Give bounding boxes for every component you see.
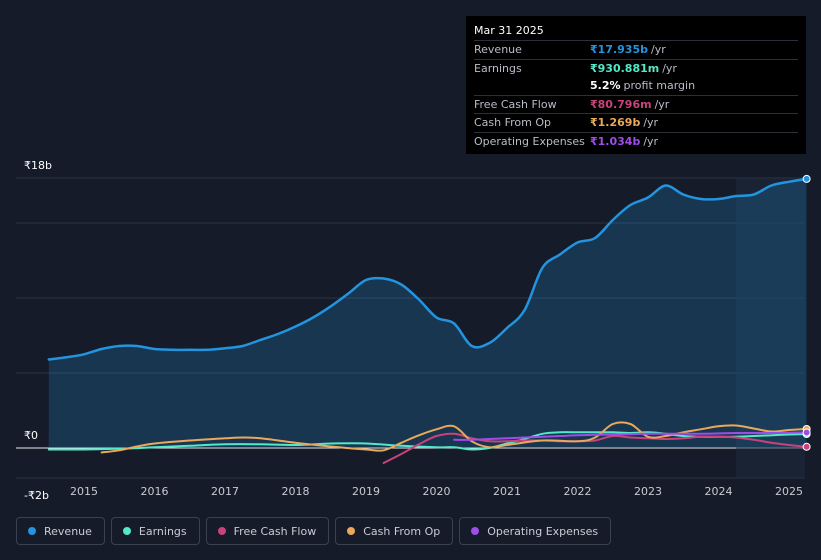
endpoint-revenue (802, 174, 811, 183)
legend-dot-icon (122, 527, 131, 535)
series-line-revenue (47, 177, 808, 361)
chart-legend: Revenue Earnings Free Cash Flow Cash Fro… (16, 517, 612, 545)
x-tick-label: 2024 (705, 485, 733, 498)
x-tick-label: 2017 (211, 485, 239, 498)
legend-label: Cash From Op (363, 524, 441, 538)
tooltip-label: Operating Expenses (474, 134, 585, 148)
y-tick-label: -₹2b (24, 489, 49, 502)
x-tick-label: 2016 (141, 485, 169, 498)
y-tick-label: ₹0 (24, 429, 38, 442)
x-tick-label: 2021 (493, 485, 521, 498)
tooltip-unit: /yr (643, 116, 659, 129)
tooltip-unit: /yr (650, 43, 666, 56)
tooltip-value: ₹1.269b (590, 116, 641, 129)
tooltip-label: Cash From Op (474, 116, 552, 129)
x-tick-label: 2020 (423, 485, 451, 498)
legend-dot-icon (347, 527, 356, 535)
tooltip-value: ₹17.935b (590, 43, 648, 56)
tooltip-row-free-cash-flow: Free Cash Flow ₹80.796m /yr (474, 94, 798, 114)
legend-item-earnings[interactable]: Earnings (110, 517, 200, 545)
tooltip-unit: /yr (662, 61, 677, 75)
legend-dot-icon (471, 527, 480, 535)
tooltip-label: Earnings (474, 61, 522, 75)
tooltip-label: Revenue (474, 43, 522, 56)
tooltip-profit-margin: 5.2% profit margin (474, 77, 798, 95)
legend-label: Operating Expenses (487, 524, 599, 538)
legend-item-free-cash-flow[interactable]: Free Cash Flow (205, 517, 330, 545)
legend-item-operating-expenses[interactable]: Operating Expenses (459, 517, 612, 545)
legend-item-cash-from-op[interactable]: Cash From Op (335, 517, 454, 545)
x-tick-label: 2015 (70, 485, 98, 498)
legend-label: Revenue (44, 524, 92, 538)
tooltip-value: ₹80.796m (590, 97, 652, 111)
x-tick-label: 2018 (282, 485, 310, 498)
series-endpoints (802, 174, 811, 451)
tooltip-label: Free Cash Flow (474, 97, 557, 111)
y-tick-label: ₹18b (24, 159, 52, 172)
data-tooltip: Mar 31 2025 Revenue ₹17.935b /yr Earning… (466, 16, 806, 154)
tooltip-unit: /yr (643, 134, 659, 148)
series-line-cash-from-op (100, 421, 808, 454)
tooltip-row-cash-from-op: Cash From Op ₹1.269b /yr (474, 113, 798, 132)
series-areas (48, 178, 807, 448)
legend-dot-icon (28, 527, 36, 535)
endpoint-operating-expenses (802, 428, 811, 437)
endpoint-free-cash-flow (802, 442, 811, 451)
series-lines (47, 177, 808, 464)
profit-margin-value: 5.2% (590, 79, 621, 92)
y-axis-labels: ₹18b ₹0 -₹2b (24, 159, 52, 502)
tooltip-row-operating-expenses: Operating Expenses ₹1.034b /yr (474, 131, 798, 151)
tooltip-value: ₹1.034b (590, 134, 641, 148)
series-area-revenue (48, 178, 807, 448)
x-tick-label: 2019 (352, 485, 380, 498)
legend-dot-icon (217, 527, 226, 535)
tooltip-value: ₹930.881m (590, 61, 660, 75)
tooltip-row-revenue: Revenue ₹17.935b /yr (474, 40, 798, 59)
series-line-operating-expenses (453, 431, 808, 441)
x-tick-label: 2025 (775, 485, 803, 498)
tooltip-date: Mar 31 2025 (474, 24, 544, 37)
x-tick-label: 2022 (564, 485, 592, 498)
profit-margin-label: profit margin (623, 79, 696, 92)
legend-label: Free Cash Flow (233, 524, 317, 538)
tooltip-unit: /yr (654, 97, 670, 111)
tooltip-row-earnings: Earnings ₹930.881m /yr (474, 58, 798, 78)
series-line-free-cash-flow (382, 432, 808, 464)
x-tick-label: 2023 (634, 485, 662, 498)
legend-label: Earnings (138, 524, 187, 538)
x-axis-labels: 2015 2016 2017 2018 2019 2020 2021 2022 2023 2024… (70, 485, 803, 498)
legend-item-revenue[interactable]: Revenue (16, 517, 105, 545)
